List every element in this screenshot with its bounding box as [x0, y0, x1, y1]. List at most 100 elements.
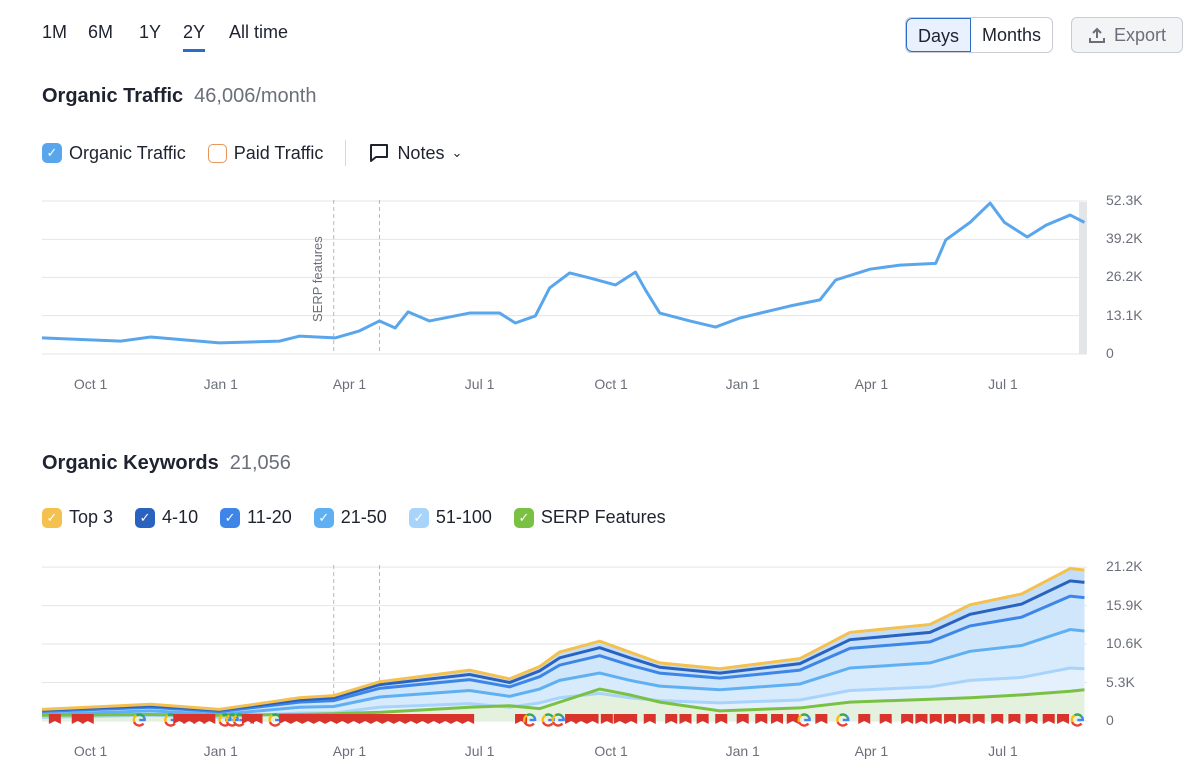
flag-icon: [901, 714, 914, 724]
google-icon-arc: [541, 714, 547, 723]
range-2y[interactable]: 2Y: [183, 22, 206, 52]
notes-dropdown[interactable]: Notes ⌄: [368, 142, 462, 164]
x-tick-label: Jul 1: [464, 376, 495, 392]
google-icon-arc: [554, 713, 564, 718]
export-button[interactable]: Export: [1071, 17, 1183, 53]
flag-icon: [250, 714, 263, 724]
google-icon-arc: [523, 721, 535, 727]
google-icon-arc: [1071, 721, 1083, 727]
google-icon-arc: [836, 721, 848, 727]
range-6m[interactable]: 6M: [88, 22, 114, 42]
check-icon: ✓: [42, 507, 62, 528]
legend-serp-features-checkbox[interactable]: ✓ SERP Features: [513, 507, 666, 528]
x-tick-label: Jul 1: [988, 376, 1018, 392]
legend-51-100-checkbox[interactable]: ✓ 51-100: [408, 507, 492, 528]
google-icon-arc: [541, 721, 554, 727]
flag-icon: [279, 714, 292, 724]
flag-icon: [1042, 714, 1055, 724]
google-icon-arc: [839, 713, 848, 718]
flag-icon: [958, 714, 971, 724]
legend-21-50-checkbox[interactable]: ✓ 21-50: [313, 507, 387, 528]
google-icon: [1070, 713, 1085, 727]
google-icon: [551, 713, 565, 727]
flag-icon: [81, 714, 94, 724]
granularity-toggle: Days Months: [905, 17, 1054, 53]
keywords-legend: ✓ Top 3 ✓ 4-10 ✓ 11-20 ✓ 21-50 ✓ 51-100 ✓ SERP Feat…: [42, 507, 666, 528]
flag-icon: [301, 714, 314, 724]
google-icon-arc: [526, 713, 535, 718]
x-tick-label: Apr 1: [854, 376, 889, 392]
legend-11-20-checkbox[interactable]: ✓ 11-20: [220, 507, 292, 528]
google-icon: [522, 713, 537, 727]
x-tick-label: Apr 1: [332, 743, 367, 759]
google-icon: [132, 713, 146, 727]
line-11-20: [41, 594, 1085, 714]
flag-icon: [643, 714, 656, 724]
legend-label: 4-10: [162, 507, 199, 527]
notes-label: Notes: [397, 142, 445, 163]
google-icon-arc: [522, 714, 528, 723]
flag-icon: [715, 714, 728, 724]
check-icon: ✓: [513, 507, 534, 528]
google-icon: [836, 713, 850, 727]
days-button[interactable]: Days: [906, 18, 972, 52]
flag-icon: [613, 714, 626, 724]
range-1y[interactable]: 1Y: [139, 22, 162, 42]
flag-icon: [370, 714, 383, 724]
y-tick-label: 0: [1106, 712, 1114, 728]
x-tick-label: Oct 1: [594, 743, 628, 759]
google-icon-arc: [218, 714, 224, 723]
serp-features-annotation: SERP features: [310, 236, 325, 322]
x-tick-label: Oct 1: [73, 743, 108, 759]
y-tick-label: 52.3K: [1106, 192, 1143, 209]
google-icon-arc: [1070, 714, 1076, 723]
google-icon-arc: [232, 714, 238, 723]
flag-icon: [1057, 714, 1070, 724]
paid-traffic-checkbox[interactable]: Paid Traffic: [207, 142, 324, 164]
google-icon-arc: [836, 714, 841, 723]
legend-4-10-checkbox[interactable]: ✓ 4-10: [135, 507, 198, 528]
flag-icon: [815, 714, 828, 724]
flag-icon: [48, 714, 61, 724]
serp-area: [42, 689, 1085, 721]
google-icon-arc: [268, 721, 281, 727]
flag-icon: [575, 714, 588, 724]
google-icon-arc: [797, 714, 803, 723]
chevron-down-icon: ⌄: [451, 145, 463, 160]
google-icon-arc: [132, 714, 138, 723]
y-tick-label: 10.6K: [1106, 635, 1143, 652]
flag-icon: [600, 714, 613, 724]
keywords-header: Organic Keywords 21,056: [42, 452, 291, 475]
check-icon: ✓: [313, 507, 334, 528]
organic-traffic-checkbox[interactable]: ✓ Organic Traffic: [42, 143, 186, 164]
flag-icon: [565, 714, 578, 724]
flag-icon: [929, 714, 942, 724]
flag-icon: [972, 714, 985, 724]
flag-icon: [290, 714, 303, 724]
flag-icon: [427, 714, 440, 724]
legend-label: 51-100: [435, 507, 492, 527]
paid-traffic-label: Paid Traffic: [233, 142, 324, 163]
range-all-time[interactable]: All time: [229, 22, 289, 42]
range-1m[interactable]: 1M: [42, 22, 68, 42]
organic-traffic-chart: [41, 200, 1087, 355]
keywords-title: Organic Keywords: [42, 452, 219, 474]
keywords-value: 21,056: [229, 452, 291, 474]
flag-icon: [404, 714, 417, 724]
traffic-header: Organic Traffic 46,006/month: [42, 85, 316, 108]
google-icon-arc: [135, 713, 145, 718]
line-4-10: [41, 579, 1085, 712]
legend-label: 11-20: [247, 507, 292, 527]
x-tick-label: Oct 1: [594, 376, 628, 392]
x-tick-label: Jan 1: [203, 743, 238, 759]
months-button[interactable]: Months: [982, 25, 1042, 45]
flag-icon: [665, 714, 678, 724]
organic-traffic-label: Organic Traffic: [69, 142, 186, 163]
x-tick-label: Jan 1: [203, 376, 238, 392]
flag-icon: [324, 714, 337, 724]
legend-top-3-checkbox[interactable]: ✓ Top 3: [42, 507, 113, 528]
y-tick-label: 0: [1106, 345, 1114, 361]
google-icon-arc: [233, 721, 245, 727]
google-icon-arc: [551, 714, 557, 723]
y-tick-label: 5.3K: [1106, 673, 1135, 690]
